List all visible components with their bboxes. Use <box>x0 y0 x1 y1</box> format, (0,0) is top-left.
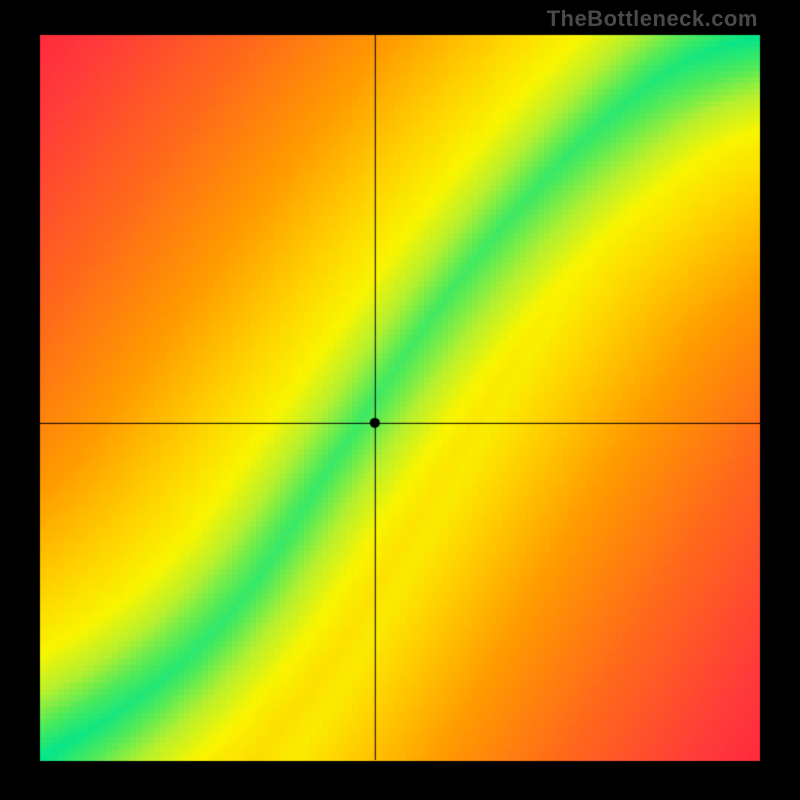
bottleneck-heatmap <box>0 0 800 800</box>
chart-container: TheBottleneck.com <box>0 0 800 800</box>
watermark-text: TheBottleneck.com <box>547 6 758 32</box>
